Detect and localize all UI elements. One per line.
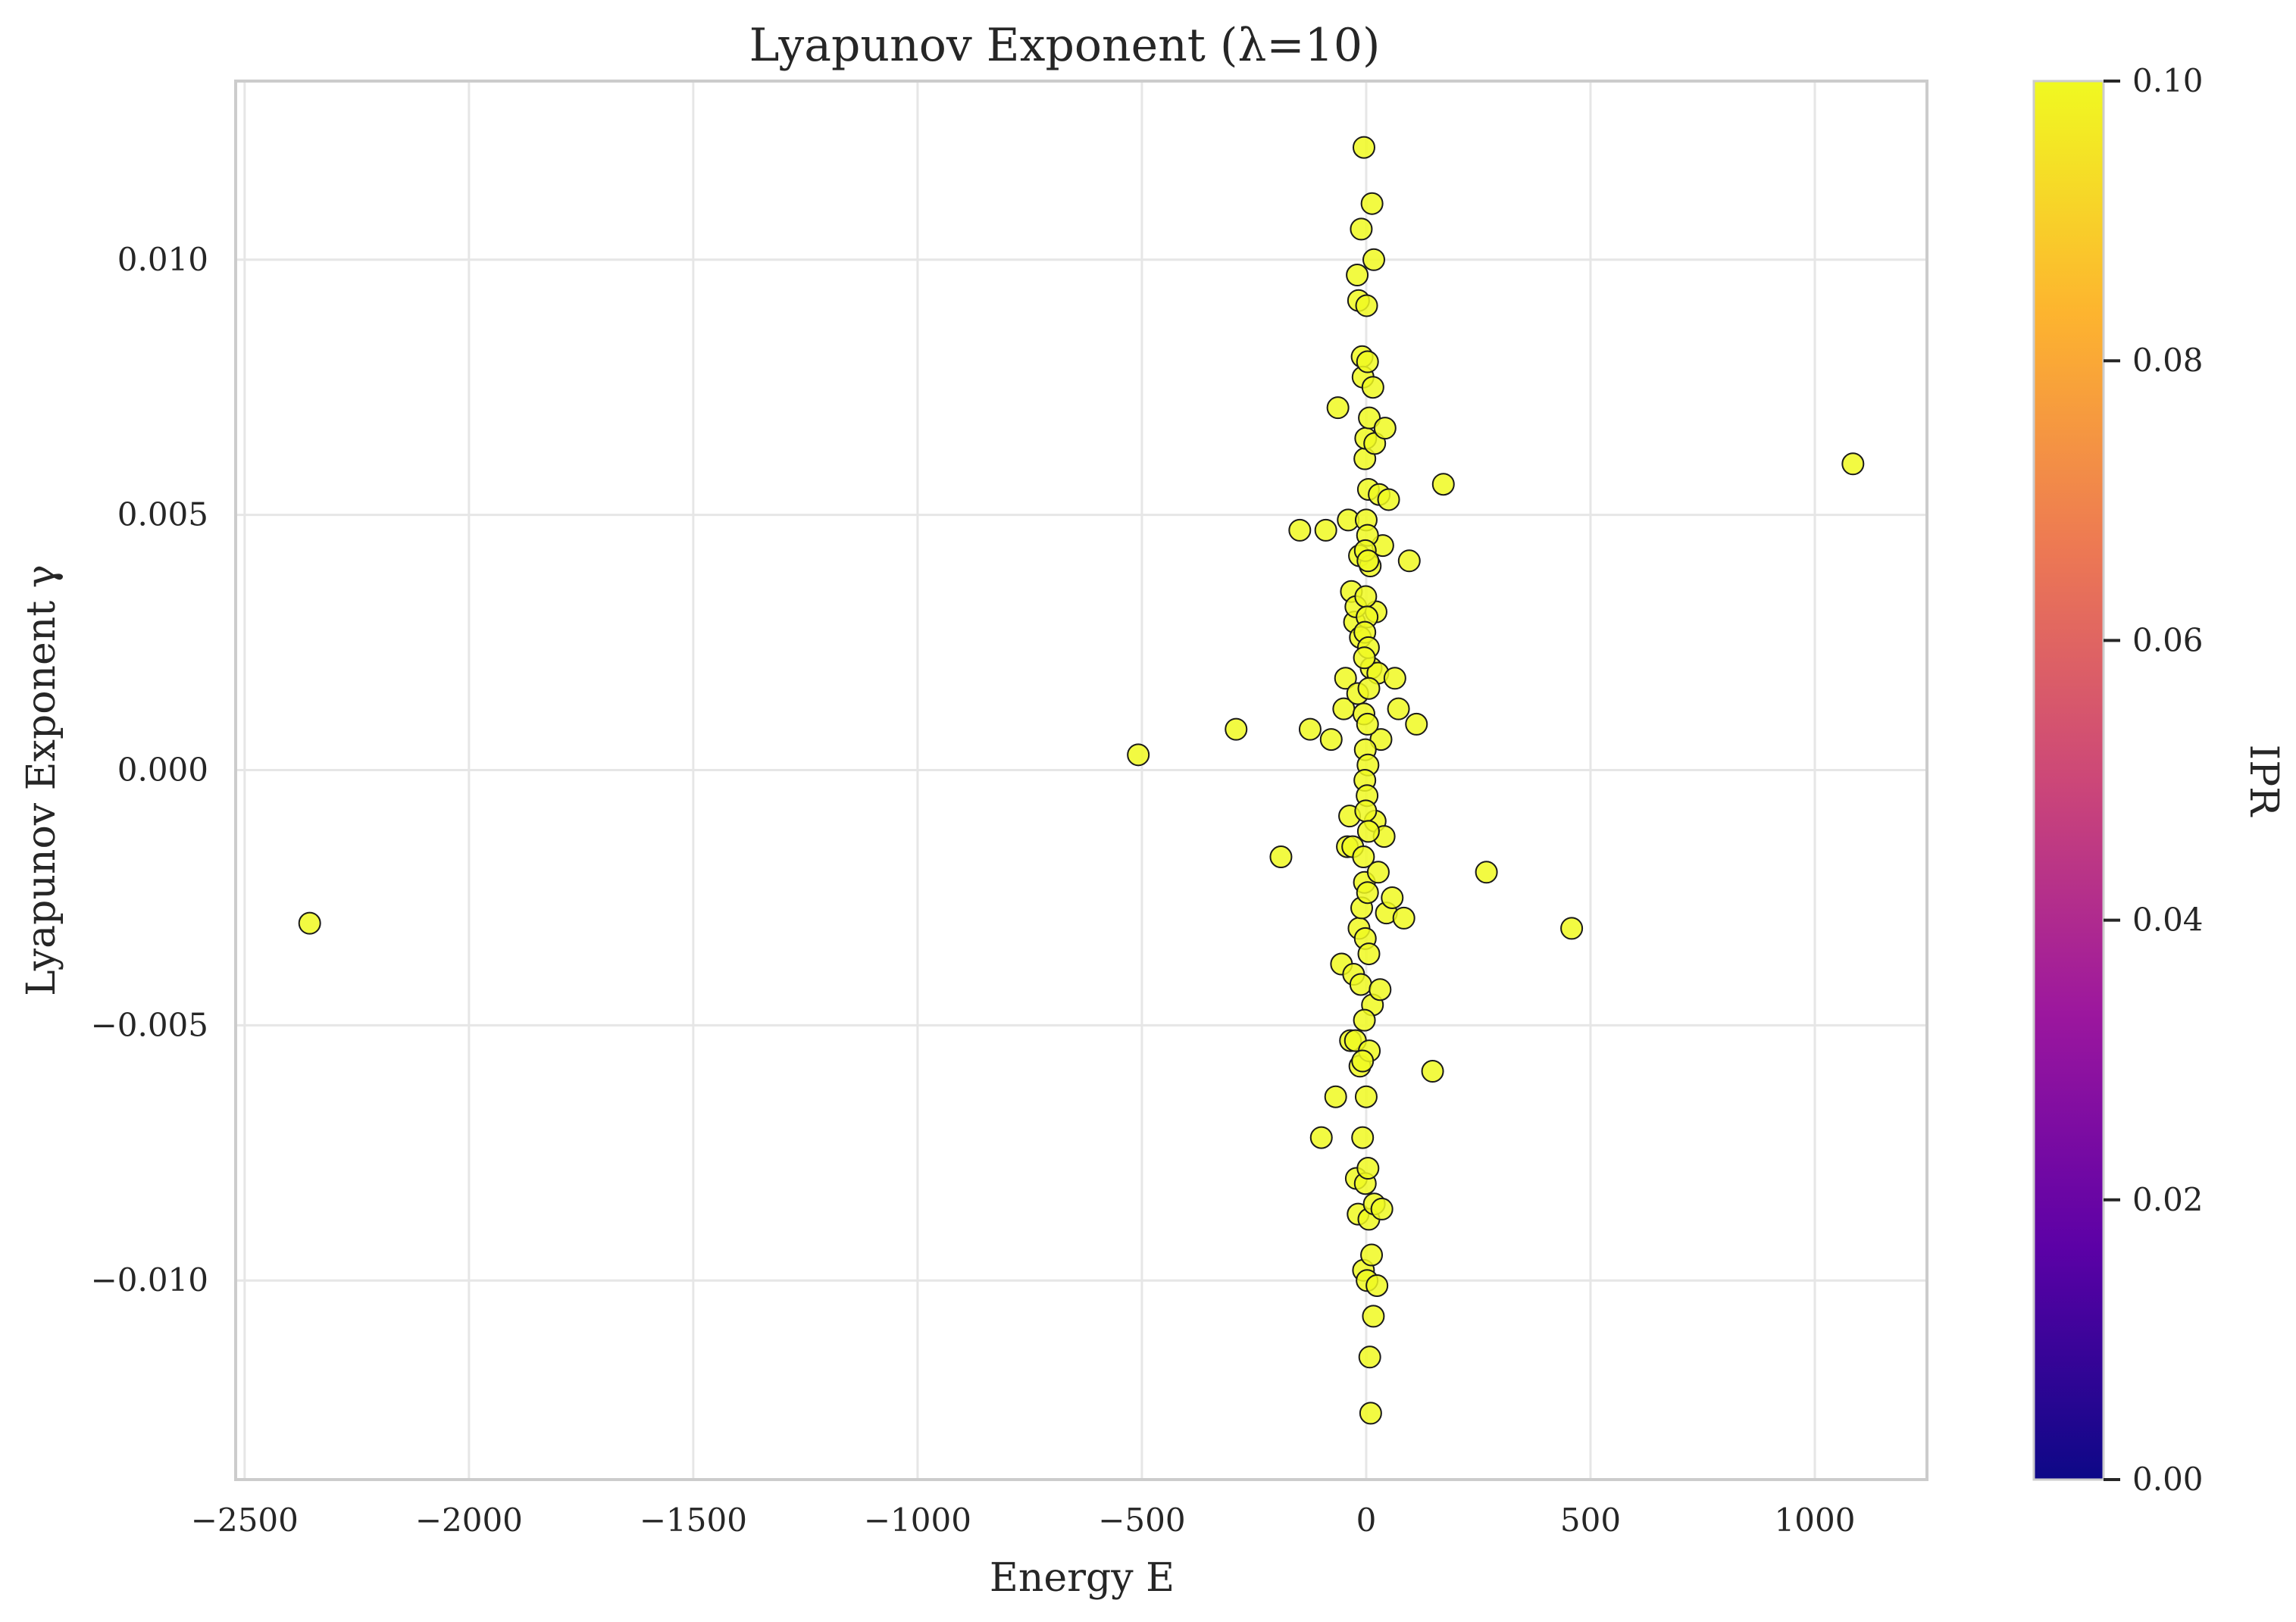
data-point <box>1349 973 1372 996</box>
data-point <box>1357 942 1381 966</box>
data-point <box>1314 518 1337 542</box>
data-point <box>1360 192 1384 215</box>
data-point <box>1358 406 1381 430</box>
data-point <box>1361 376 1384 399</box>
colorbar-label: IPR <box>2241 745 2286 818</box>
data-point <box>1324 1085 1347 1108</box>
data-point <box>1387 697 1410 720</box>
plot-frame <box>234 80 1928 1481</box>
x-tick-label: 0 <box>1356 1502 1377 1539</box>
data-point <box>1355 294 1378 317</box>
data-point <box>1351 1049 1375 1073</box>
data-point <box>1369 728 1393 752</box>
colorbar <box>2032 80 2105 1481</box>
data-point <box>1356 1157 1380 1180</box>
data-point <box>298 911 321 935</box>
data-point <box>1356 350 1379 373</box>
x-tick-label: 500 <box>1560 1502 1621 1539</box>
x-tick-label: −2500 <box>191 1502 299 1539</box>
data-point <box>1560 917 1584 940</box>
data-point <box>1362 1305 1385 1328</box>
data-point <box>1356 549 1380 573</box>
data-point <box>1356 881 1379 905</box>
data-point <box>1359 1402 1382 1425</box>
x-tick-label: −1500 <box>640 1502 747 1539</box>
x-tick-label: 1000 <box>1775 1502 1856 1539</box>
colorbar-tick-label: 0.06 <box>2132 621 2204 658</box>
data-point <box>1353 646 1376 670</box>
data-point <box>1356 712 1379 736</box>
data-point <box>1392 906 1415 930</box>
y-tick-label: 0.010 <box>117 241 208 278</box>
data-point <box>1373 417 1397 440</box>
data-point <box>1369 978 1392 1002</box>
data-point <box>1405 712 1428 736</box>
y-tick-label: 0.005 <box>117 496 208 533</box>
data-point <box>1358 1345 1381 1369</box>
grid <box>236 81 1927 1480</box>
data-point <box>1351 1126 1375 1149</box>
data-points <box>298 136 1865 1425</box>
x-axis: −2500 −2000 −1500 −1000 −500 0 500 1000 <box>191 1502 1856 1539</box>
data-point <box>1360 1243 1384 1267</box>
data-point <box>1431 473 1455 496</box>
data-point <box>1841 452 1865 476</box>
data-point <box>1397 549 1421 573</box>
y-axis-label: Lyapunov Exponent γ <box>19 564 64 996</box>
data-point <box>1288 518 1312 542</box>
colorbar-tick-label: 0.02 <box>2132 1181 2204 1218</box>
data-point <box>1421 1060 1444 1083</box>
data-point <box>1377 488 1400 511</box>
y-tick-label: 0.000 <box>117 752 208 789</box>
data-point <box>1357 677 1381 700</box>
data-point <box>1370 1197 1394 1220</box>
data-point <box>1352 136 1375 159</box>
data-point <box>1381 886 1404 909</box>
y-axis: −0.010 −0.005 0.000 0.005 0.010 <box>91 241 208 1299</box>
y-tick-label: −0.005 <box>91 1006 208 1043</box>
x-tick-label: −1000 <box>864 1502 971 1539</box>
colorbar-tick-label: 0.04 <box>2132 902 2204 939</box>
colorbar-tick-label: 0.00 <box>2132 1461 2204 1498</box>
data-point <box>1350 217 1373 241</box>
x-tick-label: −500 <box>1098 1502 1185 1539</box>
data-point <box>1334 667 1357 690</box>
data-point <box>1365 1274 1389 1297</box>
data-point <box>1309 1126 1333 1149</box>
data-point <box>1298 717 1322 741</box>
x-tick-label: −2000 <box>415 1502 523 1539</box>
data-point <box>1356 820 1380 843</box>
colorbar-tick-label: 0.08 <box>2132 342 2204 379</box>
x-axis-label: Energy E <box>990 1555 1175 1601</box>
data-point <box>1354 1085 1378 1108</box>
data-point <box>1383 667 1406 690</box>
data-point <box>1269 845 1293 869</box>
data-point <box>1225 717 1248 741</box>
y-tick-label: −0.010 <box>91 1261 208 1299</box>
chart-title: Lyapunov Exponent (λ=10) <box>749 19 1381 72</box>
data-point <box>1354 799 1378 823</box>
data-point <box>1354 585 1378 608</box>
data-point <box>1353 1008 1376 1032</box>
data-point <box>1362 248 1386 271</box>
data-point <box>1475 861 1498 884</box>
data-point <box>1352 845 1375 869</box>
data-point <box>1127 743 1150 767</box>
data-point <box>1346 264 1369 287</box>
data-point <box>1319 728 1343 752</box>
data-point <box>1366 861 1390 884</box>
colorbar-tick-label: 0.10 <box>2132 62 2204 99</box>
data-point <box>1326 396 1350 420</box>
colorbar-ticks: 0.00 0.02 0.04 0.06 0.08 0.10 <box>2104 62 2204 1498</box>
